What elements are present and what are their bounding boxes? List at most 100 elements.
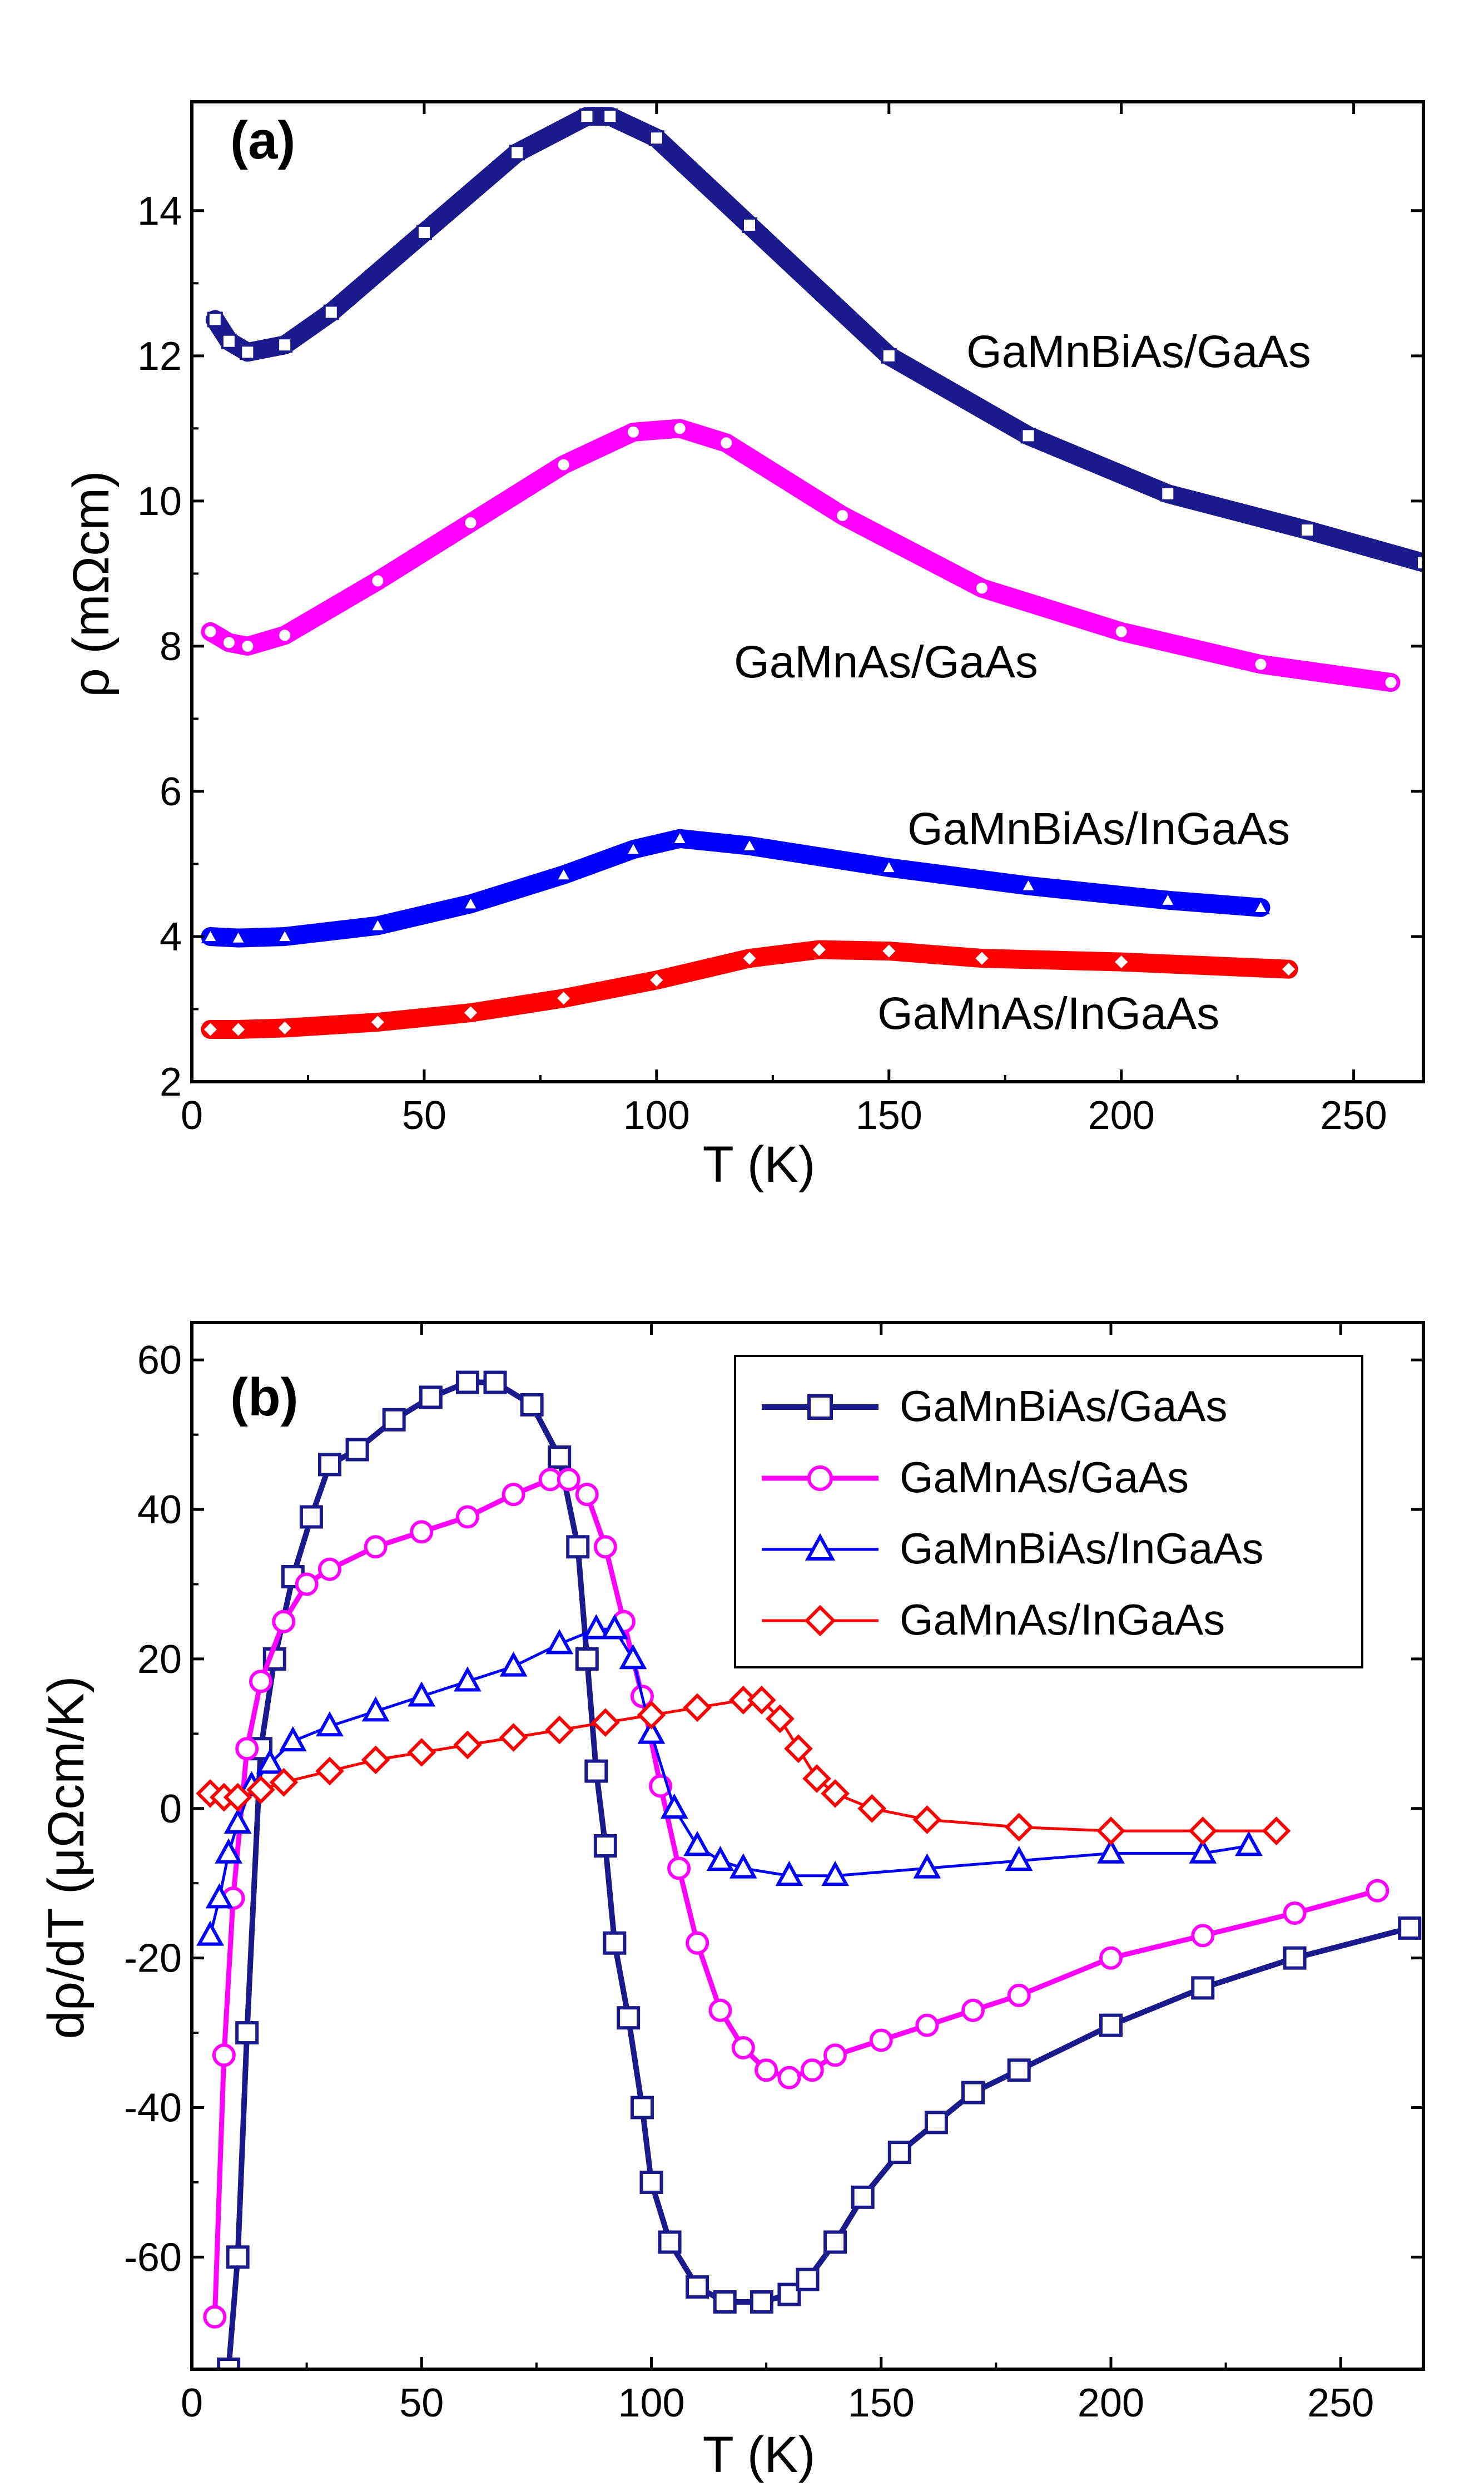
panel-a-point-gamnbias-ingaas [275,927,294,944]
panel-b-point-gamnbias-ingaas [619,1644,647,1670]
panel-b-point-gamnas-gaas [249,1670,272,1693]
panel-b-point-gamnas-gaas [1191,1924,1215,1948]
panel-a-point-gamnas-ingaas [554,988,573,1008]
panel-a-x-tick-label-250: 250 [1321,1093,1387,1138]
panel-b-point-gamnas-ingaas [361,1745,390,1775]
panel-b-x-tick-label-50: 50 [399,2381,444,2425]
panel-b-point-gamnas-ingaas [912,1805,942,1834]
panel-a-point-gamnbias-ingaas [461,894,480,911]
panel-b-point-gamnbias-gaas [575,1647,599,1671]
panel-a-series-gamnas-ingaas [201,940,1298,1039]
legend-sample-gamnas-gaas [762,1465,879,1491]
panel-b-point-gamnbias-ingaas [683,1831,712,1856]
panel-a-point-gamnas-ingaas [461,1003,480,1023]
panel-b-point-gamnas-gaas [915,2013,939,2037]
panel-b-point-gamnbias-ingaas [600,1614,629,1640]
panel-b-point-gamnbias-gaas [713,2290,737,2314]
legend-label-gamnbias-gaas: GaMnBiAs/GaAs [900,1381,1228,1430]
panel-b-point-gamnbias-ingaas [913,1853,941,1879]
panel-b-point-gamnbias-gaas [924,2111,948,2135]
panel-a-y-tick-label-14: 14 [137,189,182,234]
panel-b-point-gamnbias-gaas [520,1393,544,1417]
panel-a-point-gamnas-gaas [202,623,219,640]
panel-b-point-gamnbias-ingaas [279,1726,307,1752]
panel-a-point-gamnas-ingaas [275,1018,295,1038]
panel-b-point-gamnas-ingaas [637,1700,666,1730]
panel-b-x-tick-label-0: 0 [181,2381,203,2425]
panel-a-series-gamnbias-gaas [205,107,1423,572]
panel-b-point-gamnas-gaas [212,2043,236,2067]
panel-b-point-gamnbias-gaas [548,1445,572,1469]
panel-b-point-gamnas-ingaas [1262,1816,1291,1845]
panel-b-point-gamnbias-gaas [887,2141,911,2165]
panel-a-point-gamnas-ingaas [879,941,899,961]
panel-b-line-gamnbias-ingaas [209,1627,1249,1936]
panel-a-x-tick-label-150: 150 [856,1093,922,1138]
panel-b-point-gamnas-ingaas [499,1723,528,1752]
panel-a-point-gamnbias-gaas [277,337,293,353]
panel-a-point-gamnbias-gaas [221,333,237,349]
legend-label-gamnbias-ingaas: GaMnBiAs/InGaAs [900,1524,1264,1573]
panel-b-point-gamnas-ingaas [453,1730,482,1760]
panel-b-point-gamnbias-ingaas [775,1860,803,1886]
panel-a-point-gamnas-gaas [277,627,293,643]
legend-label-gamnas-gaas: GaMnAs/GaAs [900,1453,1189,1502]
panel-a-point-gamnas-gaas [626,424,642,440]
panel-b-point-gamnbias-gaas [345,1438,369,1462]
panel-b-point-gamnbias-gaas [235,2021,259,2045]
panel-b-point-gamnbias-ingaas [660,1793,688,1819]
panel-b-point-gamnas-ingaas [1096,1816,1125,1845]
panel-a-y-tick-label-2: 2 [160,1060,182,1105]
panel-a-point-gamnas-ingaas [1111,952,1131,972]
panel-b-point-gamnbias-ingaas [637,1719,666,1744]
panel-b-x-axis-title: T (K) [703,2426,816,2483]
panel-b-point-gamnbias-gaas [217,2358,241,2369]
legend-marker-gamnas-gaas [807,1465,833,1491]
panel-b-point-gamnas-ingaas [407,1738,436,1767]
panel-b-point-gamnas-gaas [961,1998,985,2022]
panel-a-point-gamnas-ingaas [972,948,992,968]
panel-b-point-gamnbias-gaas [584,1759,608,1783]
panel-b-point-gamnbias-ingaas [1189,1838,1217,1864]
panel-b-point-gamnas-gaas [823,2043,847,2067]
legend-marker-gamnas-ingaas [804,1604,836,1637]
panel-b-point-gamnbias-gaas [1191,1976,1215,2000]
panel-b-point-gamnas-gaas [1099,1946,1123,1970]
panel-b-point-gamnas-ingaas [802,1764,831,1793]
panel-b-y-tick-label-40: 40 [137,1488,182,1532]
panel-b-chart: 0 50 100 150 200 250 -60 -40 -20 0 20 40 60 (b) T (K… [38,1321,1425,2483]
panel-a-point-gamnbias-gaas [323,304,339,320]
panel-a-y-tick-label-8: 8 [160,625,182,669]
panel-a-curve-label-gamnbias-ingaas: GaMnBiAs/InGaAs [907,804,1290,854]
panel-b-point-gamnas-gaas [593,1535,617,1559]
panel-a-point-gamnas-gaas [1383,675,1399,691]
panel-b-point-gamnas-gaas [1007,1983,1031,2007]
panel-b-point-gamnbias-ingaas [1005,1845,1033,1871]
panel-a-point-gamnas-gaas [672,420,688,437]
panel-b-point-gamnas-gaas [272,1610,296,1633]
panel-b-point-gamnas-gaas [203,2305,227,2329]
panel-a-axes-box [190,100,1425,1083]
panel-b-point-gamnbias-gaas [382,1408,406,1432]
panel-a-curve-label-gamnbias-gaas: GaMnBiAs/GaAs [966,326,1311,377]
panel-a-point-gamnbias-gaas [1020,428,1036,444]
panel-b-x-tick-label-100: 100 [618,2381,684,2425]
panel-a-x-tick-label-100: 100 [623,1093,690,1138]
panel-a-point-gamnbias-ingaas [368,915,387,933]
panel-b-point-gamnas-ingaas [591,1708,620,1737]
panel-a-series-gamnas-gaas [201,419,1401,692]
panel-a-curve-label-gamnas-ingaas: GaMnAs/InGaAs [877,988,1219,1039]
panel-b-point-gamnbias-gaas [630,2096,654,2119]
panel-b-point-gamnbias-ingaas [256,1749,284,1774]
panel-a-point-gamnbias-ingaas [554,865,573,882]
panel-a-point-gamnas-gaas [1253,656,1269,672]
panel-a-x-tick-label-200: 200 [1088,1093,1155,1138]
panel-b-point-gamnbias-ingaas [582,1614,611,1640]
panel-a-series-gamnbias-ingaas [201,828,1270,948]
panel-a-y-tick-label-4: 4 [160,915,182,959]
panel-a-label: (a) [230,111,295,170]
panel-a-y-tick-label-6: 6 [160,770,182,814]
panel-a-point-gamnbias-ingaas [201,927,220,944]
panel-a-x-axis-title: T (K) [703,1136,816,1193]
panel-b-point-gamnbias-ingaas [224,1808,252,1834]
